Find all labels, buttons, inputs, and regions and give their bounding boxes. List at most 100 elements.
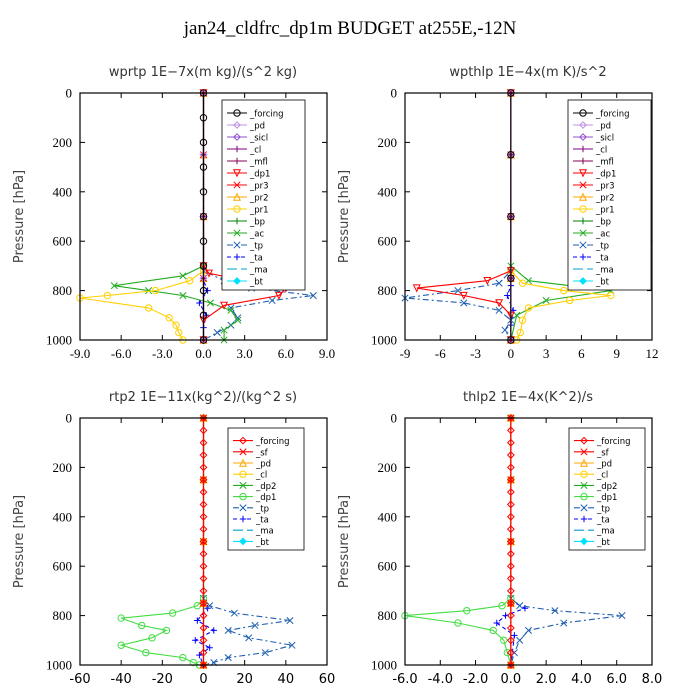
legend-label: _ma <box>255 527 274 537</box>
data-point <box>103 291 112 300</box>
data-point <box>199 475 208 484</box>
data-point <box>506 549 515 558</box>
y-tick-label: 1000 <box>371 658 397 673</box>
data-point <box>495 306 503 314</box>
data-point <box>493 619 500 627</box>
legend-marker <box>233 205 241 213</box>
y-tick-label: 200 <box>378 135 398 150</box>
y-tick-label: 600 <box>53 559 73 574</box>
data-point <box>179 653 187 662</box>
data-point <box>199 163 208 171</box>
legend-marker <box>579 121 587 129</box>
data-point <box>607 291 615 300</box>
legend-marker <box>233 157 241 165</box>
y-tick-label: 800 <box>53 283 73 298</box>
legend-label: _pd <box>249 122 265 132</box>
legend-marker <box>579 241 587 249</box>
plot-frame <box>79 92 328 341</box>
data-point <box>506 599 515 608</box>
x-tick-label: 20 <box>236 672 253 687</box>
legend-item: _pr1 <box>227 205 269 216</box>
series-line <box>404 93 512 341</box>
x-tick-label: 3.0 <box>237 346 253 361</box>
x-tick-label: 9 <box>613 346 620 361</box>
data-point <box>172 321 180 329</box>
data-point <box>199 636 208 645</box>
legend-item: _bp <box>573 218 611 228</box>
legend-item: _pr2 <box>227 192 269 204</box>
legend-label: _bp <box>249 218 265 228</box>
legend-marker <box>239 515 247 523</box>
legend-item: _bt <box>574 537 611 548</box>
data-point <box>551 607 559 615</box>
data-point <box>309 291 317 300</box>
data-point <box>506 414 515 422</box>
data-point <box>138 621 146 630</box>
data-point <box>412 284 421 293</box>
legend-item: _ac <box>573 229 610 240</box>
y-axis-label: Pressure [hPa] <box>337 170 352 263</box>
legend-item: _forcing <box>573 109 630 120</box>
data-point <box>507 151 515 159</box>
legend-label: _pr3 <box>595 182 615 192</box>
y-tick-label: 200 <box>378 460 398 475</box>
plot-frame <box>79 417 328 666</box>
legend-marker <box>580 436 588 445</box>
legend-item: _pd <box>574 458 612 470</box>
data-point <box>506 488 515 497</box>
y-tick-label: 0 <box>391 86 398 101</box>
legend-marker <box>579 277 587 285</box>
legend-marker <box>233 217 241 225</box>
data-point <box>501 326 509 334</box>
data-point <box>463 606 471 615</box>
data-point <box>454 287 462 295</box>
data-point <box>144 304 153 312</box>
data-point <box>516 602 524 610</box>
legend-marker <box>579 229 587 237</box>
data-point <box>145 287 153 295</box>
series-line <box>506 93 514 340</box>
legend-marker <box>579 217 587 225</box>
data-point <box>506 586 515 595</box>
legend-item: _ac <box>227 229 264 240</box>
legend-label: _dp2 <box>596 482 617 492</box>
data-point <box>227 306 235 314</box>
legend-label: _forcing <box>595 110 630 120</box>
chart-panel-2: wpthlp 1E−4x(m K)/s^2 Pressure [hPa] -9 -6 -… <box>337 65 659 361</box>
legend-marker <box>580 481 588 489</box>
data-point <box>186 277 194 285</box>
panel-title: wpthlp 1E−4x(m K)/s^2 <box>449 65 606 80</box>
data-point <box>224 626 232 634</box>
data-point <box>199 114 208 122</box>
legend-marker <box>579 205 587 213</box>
legend-item: _ma <box>233 527 274 537</box>
data-point <box>274 291 283 300</box>
data-point <box>199 426 208 435</box>
x-tick-label: 0.0 <box>501 672 522 687</box>
data-point <box>234 316 242 324</box>
data-point <box>210 627 217 634</box>
legend-marker <box>239 436 247 445</box>
series-line <box>510 418 623 666</box>
data-point <box>230 609 238 617</box>
legend-label: _bp <box>595 218 611 228</box>
data-point <box>168 609 177 617</box>
series-forcing <box>199 414 208 669</box>
x-tick-label: 6.0 <box>278 346 294 361</box>
legend-marker <box>233 145 241 153</box>
legend-marker <box>233 121 241 129</box>
data-point <box>110 282 118 290</box>
data-point <box>506 438 515 447</box>
legend-marker <box>580 515 588 523</box>
x-tick-label: -3 <box>470 346 481 361</box>
data-point <box>220 326 228 334</box>
series-line <box>404 418 512 666</box>
legend-label: _pr2 <box>249 194 269 204</box>
data-point <box>524 626 533 634</box>
x-tick-label: -9.0 <box>70 346 91 361</box>
legend-label: _ta <box>249 254 263 264</box>
data-point <box>196 651 203 659</box>
data-point <box>511 632 518 639</box>
x-tick-label: 6.0 <box>606 672 627 687</box>
legend-marker <box>239 448 247 456</box>
